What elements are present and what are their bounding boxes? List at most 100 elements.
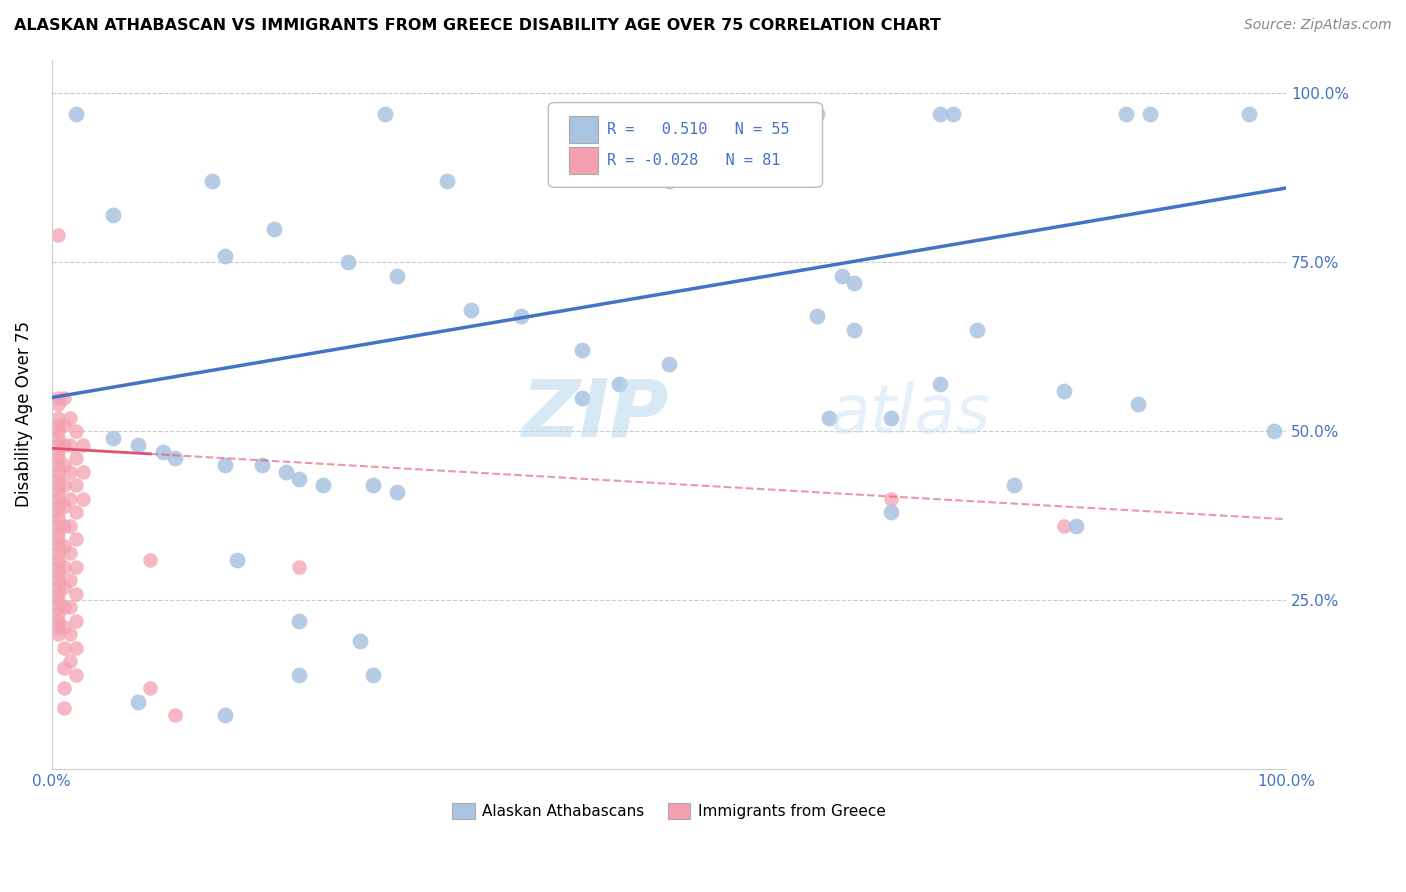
Point bbox=[1139, 106, 1161, 120]
Point bbox=[1126, 397, 1149, 411]
Point bbox=[214, 249, 236, 263]
Point bbox=[72, 438, 94, 452]
Point bbox=[46, 425, 69, 439]
Point bbox=[46, 580, 69, 594]
Point bbox=[929, 377, 952, 392]
Point bbox=[127, 695, 149, 709]
Point bbox=[127, 438, 149, 452]
Point bbox=[842, 276, 865, 290]
Point bbox=[72, 465, 94, 479]
Point bbox=[53, 519, 76, 533]
Point bbox=[65, 425, 87, 439]
Point bbox=[509, 310, 531, 324]
Point bbox=[658, 174, 681, 188]
Point bbox=[214, 708, 236, 723]
Point bbox=[250, 458, 273, 472]
Point bbox=[53, 661, 76, 675]
Point bbox=[1053, 519, 1076, 533]
Point bbox=[46, 607, 69, 621]
Point bbox=[46, 391, 69, 405]
Point bbox=[65, 451, 87, 466]
Point bbox=[46, 491, 69, 506]
Legend: Alaskan Athabascans, Immigrants from Greece: Alaskan Athabascans, Immigrants from Gre… bbox=[446, 797, 891, 825]
Point bbox=[214, 458, 236, 472]
Point bbox=[1115, 106, 1137, 120]
Point bbox=[53, 559, 76, 574]
Point bbox=[46, 593, 69, 607]
Y-axis label: Disability Age Over 75: Disability Age Over 75 bbox=[15, 321, 32, 508]
Point bbox=[571, 391, 593, 405]
Point bbox=[59, 546, 82, 560]
Point bbox=[53, 701, 76, 715]
Point bbox=[152, 444, 174, 458]
Point bbox=[842, 323, 865, 337]
Point bbox=[46, 472, 69, 486]
Point bbox=[287, 614, 309, 628]
Point bbox=[65, 533, 87, 547]
Point bbox=[46, 525, 69, 540]
Point bbox=[46, 627, 69, 641]
Point bbox=[53, 600, 76, 615]
Point bbox=[263, 221, 285, 235]
Point bbox=[1064, 519, 1087, 533]
Point bbox=[658, 357, 681, 371]
Point bbox=[806, 106, 828, 120]
Point bbox=[46, 410, 69, 425]
Point bbox=[374, 106, 396, 120]
Text: Source: ZipAtlas.com: Source: ZipAtlas.com bbox=[1244, 18, 1392, 32]
Point bbox=[1237, 106, 1260, 120]
Point bbox=[46, 512, 69, 526]
Point bbox=[336, 255, 359, 269]
Text: atlas: atlas bbox=[830, 382, 990, 448]
Point bbox=[46, 458, 69, 472]
Point bbox=[571, 343, 593, 358]
Point bbox=[1004, 478, 1026, 492]
Point bbox=[65, 559, 87, 574]
Point bbox=[436, 174, 458, 188]
Point bbox=[460, 302, 482, 317]
Point bbox=[46, 546, 69, 560]
Point bbox=[53, 681, 76, 696]
Point bbox=[59, 491, 82, 506]
Point bbox=[46, 228, 69, 243]
Point bbox=[46, 586, 69, 600]
Point bbox=[65, 506, 87, 520]
Point bbox=[1053, 384, 1076, 398]
Point bbox=[225, 553, 247, 567]
Point bbox=[46, 566, 69, 581]
Point bbox=[818, 410, 841, 425]
Point bbox=[165, 708, 187, 723]
Point bbox=[46, 559, 69, 574]
Point bbox=[72, 491, 94, 506]
Point bbox=[65, 478, 87, 492]
Point bbox=[361, 667, 384, 681]
Point bbox=[46, 417, 69, 432]
Point bbox=[46, 438, 69, 452]
Point bbox=[46, 553, 69, 567]
Point bbox=[46, 539, 69, 553]
Point bbox=[46, 485, 69, 500]
Point bbox=[929, 106, 952, 120]
Point bbox=[65, 667, 87, 681]
Point bbox=[287, 472, 309, 486]
Point bbox=[59, 654, 82, 668]
Point bbox=[46, 465, 69, 479]
Point bbox=[880, 506, 903, 520]
Point bbox=[349, 633, 371, 648]
Point bbox=[53, 640, 76, 655]
Point bbox=[287, 559, 309, 574]
Point bbox=[65, 614, 87, 628]
Point bbox=[312, 478, 335, 492]
Point bbox=[59, 627, 82, 641]
Point bbox=[780, 106, 803, 120]
Point bbox=[139, 553, 162, 567]
Point bbox=[387, 268, 409, 283]
Point bbox=[103, 431, 125, 445]
Point bbox=[201, 174, 224, 188]
Point bbox=[165, 451, 187, 466]
Point bbox=[880, 410, 903, 425]
Point bbox=[53, 539, 76, 553]
Point bbox=[1263, 425, 1285, 439]
Point bbox=[53, 499, 76, 513]
Point bbox=[287, 667, 309, 681]
